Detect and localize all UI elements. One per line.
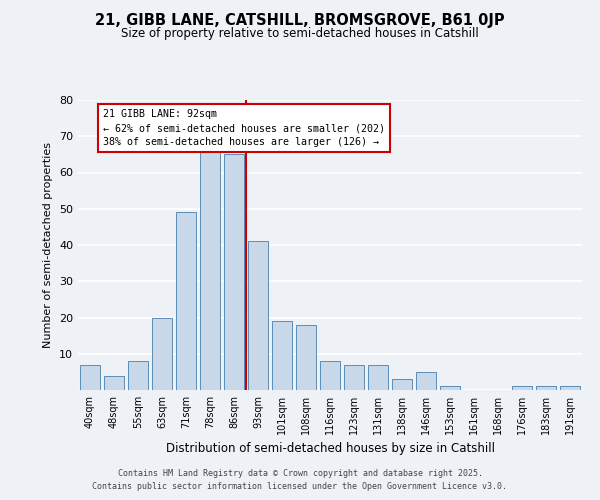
Bar — [392, 379, 412, 390]
Bar — [104, 376, 124, 390]
Bar — [128, 361, 148, 390]
Bar — [224, 154, 244, 390]
Bar — [536, 386, 556, 390]
Bar — [80, 364, 100, 390]
Text: Contains HM Land Registry data © Crown copyright and database right 2025.: Contains HM Land Registry data © Crown c… — [118, 468, 482, 477]
Bar — [152, 318, 172, 390]
Bar — [176, 212, 196, 390]
Bar — [272, 321, 292, 390]
Text: 21 GIBB LANE: 92sqm
← 62% of semi-detached houses are smaller (202)
38% of semi-: 21 GIBB LANE: 92sqm ← 62% of semi-detach… — [103, 109, 385, 147]
Text: 21, GIBB LANE, CATSHILL, BROMSGROVE, B61 0JP: 21, GIBB LANE, CATSHILL, BROMSGROVE, B61… — [95, 12, 505, 28]
Text: Size of property relative to semi-detached houses in Catshill: Size of property relative to semi-detach… — [121, 28, 479, 40]
Bar — [200, 147, 220, 390]
Bar — [248, 242, 268, 390]
Bar — [512, 386, 532, 390]
X-axis label: Distribution of semi-detached houses by size in Catshill: Distribution of semi-detached houses by … — [166, 442, 494, 456]
Bar — [368, 364, 388, 390]
Text: Contains public sector information licensed under the Open Government Licence v3: Contains public sector information licen… — [92, 482, 508, 491]
Bar — [344, 364, 364, 390]
Bar — [440, 386, 460, 390]
Bar — [560, 386, 580, 390]
Bar — [296, 325, 316, 390]
Bar — [320, 361, 340, 390]
Y-axis label: Number of semi-detached properties: Number of semi-detached properties — [43, 142, 53, 348]
Bar — [416, 372, 436, 390]
